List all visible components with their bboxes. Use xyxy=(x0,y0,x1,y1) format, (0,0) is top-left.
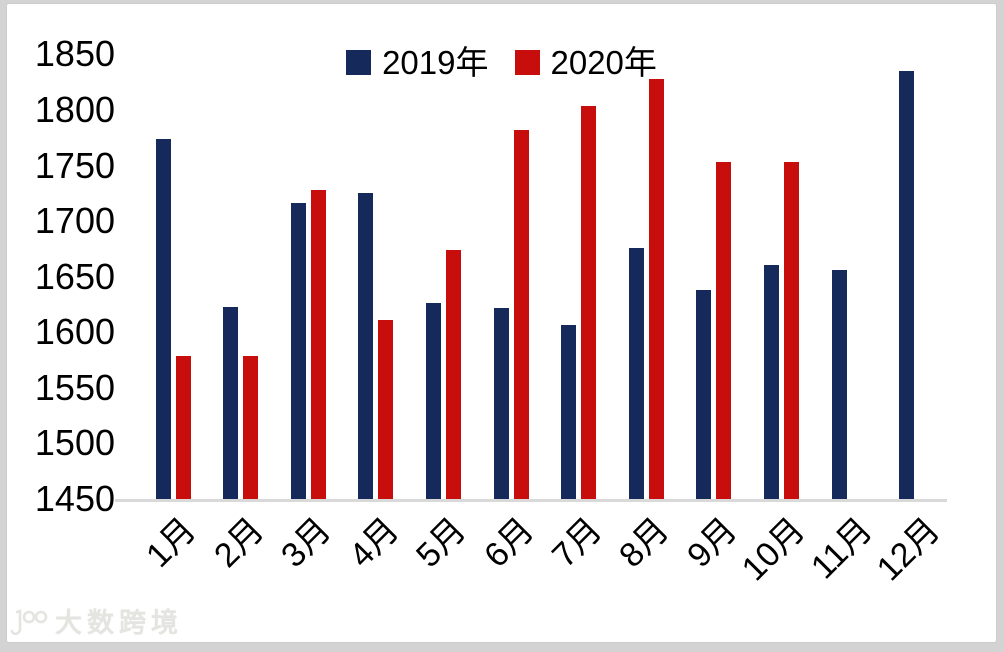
bar-2019-m7 xyxy=(561,324,577,499)
bar-2019-m10 xyxy=(763,264,779,499)
bar-2019-m9 xyxy=(696,290,712,499)
legend: 2019年 2020年 xyxy=(7,46,996,79)
legend-label-2020: 2020年 xyxy=(550,44,657,81)
bar-2020-m5 xyxy=(445,250,461,499)
bar-2019-m4 xyxy=(358,193,374,499)
legend-item-2020: 2020年 xyxy=(514,44,657,81)
bar-2020-m9 xyxy=(716,162,732,499)
bar-2020-m4 xyxy=(378,320,394,499)
100-glasses-logo xyxy=(10,609,48,636)
x-tick-label: 8月 xyxy=(612,510,677,575)
x-axis-line xyxy=(115,499,947,502)
x-tick-label: 5月 xyxy=(409,510,474,575)
bar-2019-m2 xyxy=(223,306,239,499)
bar-2020-m10 xyxy=(783,162,799,499)
watermark-text: 大数跨境 xyxy=(55,607,183,638)
bar-2020-m2 xyxy=(243,355,259,499)
x-tick-label: 3月 xyxy=(274,510,339,575)
x-tick-label: 10月 xyxy=(734,510,812,589)
y-tick-label: 1800 xyxy=(34,88,115,130)
y-tick-label: 1700 xyxy=(34,200,115,242)
x-tick-label: 2月 xyxy=(206,510,272,575)
y-tick-label: 1850 xyxy=(34,33,115,75)
x-tick-label: 4月 xyxy=(341,510,407,575)
x-tick-label: 7月 xyxy=(544,510,610,575)
watermark: 大数跨境 xyxy=(9,608,183,638)
chart-panel: 2019年 2020年 1850 1800 1750 1700 1650 1600 1550 1… xyxy=(7,4,996,642)
bar-2020-m8 xyxy=(648,78,664,499)
bar-2020-m6 xyxy=(513,130,529,499)
bar-2019-m3 xyxy=(290,203,306,499)
x-tick-label: 11月 xyxy=(803,510,880,587)
x-tick-label: 12月 xyxy=(869,510,948,589)
bar-2019-m8 xyxy=(628,247,644,499)
legend-swatch-2019 xyxy=(346,50,372,75)
legend-label-2019: 2019年 xyxy=(382,44,489,81)
bar-2019-m5 xyxy=(425,303,441,499)
bar-2019-m11 xyxy=(831,270,847,499)
x-tick-label: 1月 xyxy=(139,510,204,575)
x-tick-label: 6月 xyxy=(477,510,542,575)
bar-2019-m12 xyxy=(899,71,915,499)
bar-2020-m1 xyxy=(175,355,191,499)
bar-2020-m3 xyxy=(310,190,326,499)
x-tick-label: 9月 xyxy=(679,510,745,575)
y-tick-label: 1450 xyxy=(34,478,115,519)
bar-2020-m7 xyxy=(581,105,597,499)
y-tick-label: 1600 xyxy=(34,311,115,353)
bar-2019-m1 xyxy=(155,138,171,499)
y-tick-label: 1650 xyxy=(34,255,115,297)
legend-swatch-2020 xyxy=(514,50,540,75)
y-tick-label: 1750 xyxy=(34,144,115,186)
legend-item-2019: 2019年 xyxy=(346,44,489,81)
y-tick-label: 1550 xyxy=(34,366,115,408)
y-tick-label: 1500 xyxy=(34,422,115,464)
bar-2019-m6 xyxy=(493,307,509,499)
